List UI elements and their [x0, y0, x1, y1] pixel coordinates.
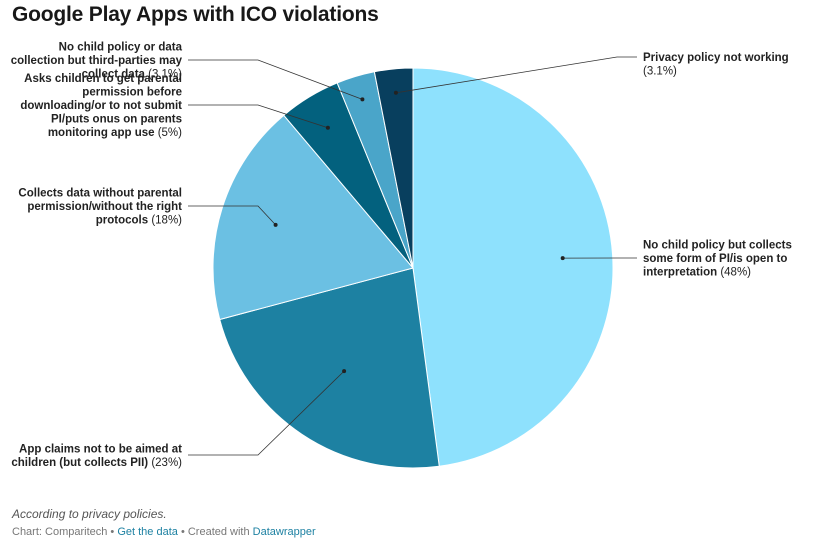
footer-separator: • Created with: [177, 526, 253, 538]
pie-slice-1: [412, 67, 614, 467]
datawrapper-link[interactable]: Datawrapper: [252, 526, 316, 538]
leader-dot: [393, 90, 398, 95]
slice-label: Asks children to get parental permission …: [20, 73, 182, 139]
slice-label-line: monitoring app use: [48, 127, 155, 139]
slice-value-label: (3.1%): [643, 66, 677, 78]
leader-dot: [325, 125, 330, 130]
leader-line: [395, 56, 637, 94]
chart-footer: Chart: Comparitech • Get the data • Crea…: [12, 526, 316, 538]
slice-value-label: (5%): [155, 127, 183, 139]
slice-label-line: children (but collects PII): [11, 457, 148, 469]
slice-value-label: (3.1%): [145, 69, 182, 81]
slice-label: Privacy policy not working (3.1%): [643, 52, 789, 78]
slice-value-label: (48%): [717, 267, 751, 279]
footer-separator: •: [107, 526, 118, 538]
chart-title: Google Play Apps with ICO violations: [12, 3, 379, 26]
leader-line: [188, 104, 329, 129]
slice-label-line: interpretation: [643, 267, 717, 279]
slice-label-line: Asks children to get parental: [24, 73, 182, 85]
slice-label-line: protocols: [96, 215, 148, 227]
leader-dot: [360, 97, 365, 102]
pie-slice-2: [219, 267, 440, 469]
pie-slice-3: [212, 114, 414, 321]
slice-label-line: No child policy but collects: [643, 240, 792, 252]
slice-label-line: No child policy or data: [59, 42, 183, 54]
slice-label-line: downloading/or to not submit: [20, 100, 182, 112]
slice-label-line: collect data: [82, 69, 146, 81]
leader-dot: [342, 369, 347, 374]
slice-label-line: App claims not to be aimed at: [19, 443, 182, 455]
slice-label: Collects data without parental permission…: [18, 188, 182, 227]
leader-line: [188, 59, 363, 100]
slice-label: No child policy or data collection but th…: [11, 42, 183, 81]
slice-value-label: (18%): [148, 215, 182, 227]
slice-label-line: collection but third-parties may: [11, 55, 183, 67]
leader-dot: [560, 256, 565, 261]
slice-label: No child policy but collects some form of…: [643, 240, 792, 279]
leader-dot: [273, 222, 278, 227]
slice-value-label: (23%): [148, 457, 182, 469]
leader-line: [188, 370, 345, 456]
footer-source: Chart: Comparitech: [12, 526, 108, 538]
slice-label-line: permission before: [82, 87, 182, 99]
get-data-link[interactable]: Get the data: [117, 526, 178, 538]
slice-label-line: PI/puts onus on parents: [51, 114, 182, 126]
slice-label-line: some form of PI/is open to: [643, 253, 787, 265]
chart-note: According to privacy policies.: [12, 507, 167, 521]
slice-label-line: Collects data without parental: [18, 188, 182, 200]
leader-line: [188, 205, 276, 226]
slice-label: App claims not to be aimed at children (b…: [11, 443, 182, 469]
slice-label-line: Privacy policy not working: [643, 52, 789, 64]
pie-slice-6: [373, 67, 414, 269]
slice-label-line: permission/without the right: [27, 201, 182, 213]
